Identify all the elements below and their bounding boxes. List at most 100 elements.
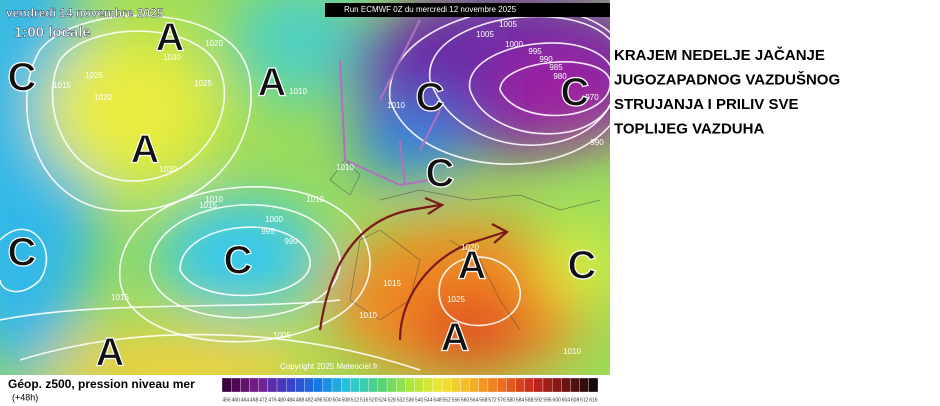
isobar-label: 985: [549, 63, 563, 72]
scale-swatch: [386, 377, 397, 393]
isobar-label: 1025: [85, 71, 103, 80]
scale-label: 524: [378, 397, 387, 403]
isobar-label: 1015: [383, 279, 401, 288]
scale-label: 460: [232, 397, 241, 403]
scale-label: 556: [452, 397, 461, 403]
side-panel: [610, 0, 940, 406]
scale-label: 536: [406, 397, 415, 403]
headline-line: TOPLIJEG VAZDUHA: [614, 120, 764, 137]
headline-line: KRAJEM NEDELJE JAČANJE: [614, 46, 825, 64]
pressure-system: C: [416, 76, 445, 120]
scale-swatch: [524, 377, 534, 393]
isobar-label: 1030: [163, 53, 181, 62]
run-label: Run ECMWF 0Z du mercredi 12 novembre 202…: [344, 5, 517, 14]
isobar-label: 1020: [94, 93, 112, 102]
scale-label: 504: [332, 397, 341, 403]
scale-swatch: [295, 377, 305, 393]
isobar-label: 1005: [476, 30, 494, 39]
pressure-system: C: [224, 239, 253, 283]
scale-label: 568: [479, 397, 488, 403]
pressure-system: A: [458, 244, 487, 288]
pressure-system: C: [426, 152, 455, 196]
scale-swatch: [231, 377, 241, 393]
scale-label: 612: [580, 397, 589, 403]
scale-swatch: [570, 377, 580, 393]
scale-swatch: [478, 377, 489, 393]
scale-label: 576: [498, 397, 507, 403]
scale-swatch: [515, 377, 525, 393]
scale-label: 532: [397, 397, 406, 403]
run-banner: [325, 3, 610, 17]
isobar-label: 1010: [306, 195, 324, 204]
isobar-label: 1025: [447, 295, 465, 304]
scale-label: 592: [534, 397, 543, 403]
scale-swatch: [533, 377, 544, 393]
legend-title: Géop. z500, pression niveau mer: [8, 377, 195, 391]
scale-label: 548: [433, 397, 442, 403]
scale-label: 516: [360, 397, 369, 403]
scale-swatch: [313, 377, 324, 393]
scale-label: 560: [461, 397, 470, 403]
pressure-system: A: [441, 316, 470, 360]
isobar-label: 1010: [563, 347, 581, 356]
scale-label: 496: [314, 397, 323, 403]
pressure-system: C: [8, 56, 37, 100]
scale-swatch: [551, 377, 562, 393]
scale-swatch: [368, 377, 379, 393]
copyright: Copyright 2025 Meteociel.fr: [280, 362, 378, 371]
scale-label: 564: [470, 397, 479, 403]
isobar-label: 995: [261, 227, 275, 236]
coastlines: [329, 159, 601, 331]
scale-swatch: [579, 377, 589, 393]
scale-swatch: [469, 377, 479, 393]
headline-line: JUGOZAPADNOG VAZDUŠNOG: [614, 70, 840, 88]
scale-swatch: [286, 377, 296, 393]
isobars: [0, 7, 610, 371]
isobar-labels: 1020 1030 1025 1020 1025 1015 1030 1010 1015 1010…: [53, 20, 604, 356]
scale-label: 616: [589, 397, 598, 403]
scale-swatch: [405, 377, 415, 393]
time-label: 1:00 locale: [14, 24, 91, 41]
scale-label: 544: [424, 397, 433, 403]
date-label: vendredi 14 novembre 2025: [6, 6, 164, 20]
scale-label: 588: [525, 397, 534, 403]
isobar-label: 1010: [387, 101, 405, 110]
scale-swatch: [414, 377, 424, 393]
isobar-label: 1020: [205, 39, 223, 48]
pressure-system: A: [131, 128, 160, 172]
pressure-system: C: [561, 71, 590, 115]
scale-swatch: [496, 377, 507, 393]
scale-swatch: [359, 377, 369, 393]
isobar-label: 1030: [159, 165, 177, 174]
scale-swatch: [377, 377, 388, 393]
isobar-label: 980: [553, 72, 567, 81]
arrows: [318, 19, 509, 341]
scale-swatch: [451, 377, 461, 393]
isobar-label: 1015: [111, 293, 129, 302]
isobar-label: 1005: [499, 20, 517, 29]
scale-swatch: [304, 377, 314, 393]
scale-swatch: [221, 377, 232, 393]
scale-label: 596: [543, 397, 552, 403]
scale-swatch: [267, 377, 278, 393]
scale-label: 600: [553, 397, 562, 403]
scale-label: 528: [387, 397, 396, 403]
scale-label: 604: [562, 397, 571, 403]
isobar-label: 1010: [205, 195, 223, 204]
isobar-label: 970: [585, 93, 599, 102]
isobar-label: 990: [539, 55, 553, 64]
scale-label: 484: [287, 397, 296, 403]
scale-label: 608: [571, 397, 580, 403]
scale-label: 508: [342, 397, 351, 403]
scale-label: 492: [305, 397, 314, 403]
scale-swatch: [432, 377, 443, 393]
scale-swatch: [341, 377, 351, 393]
scale-label: 456: [222, 397, 231, 403]
scale-swatch: [396, 377, 406, 393]
pressure-system: A: [258, 61, 287, 105]
isobar-label: 1000: [265, 215, 283, 224]
scale-swatch: [423, 377, 434, 393]
pressure-system: A: [96, 331, 125, 375]
